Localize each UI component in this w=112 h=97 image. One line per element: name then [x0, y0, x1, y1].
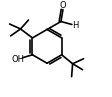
Text: H: H	[71, 21, 77, 30]
Text: O: O	[59, 1, 66, 10]
Text: OH: OH	[11, 55, 24, 64]
